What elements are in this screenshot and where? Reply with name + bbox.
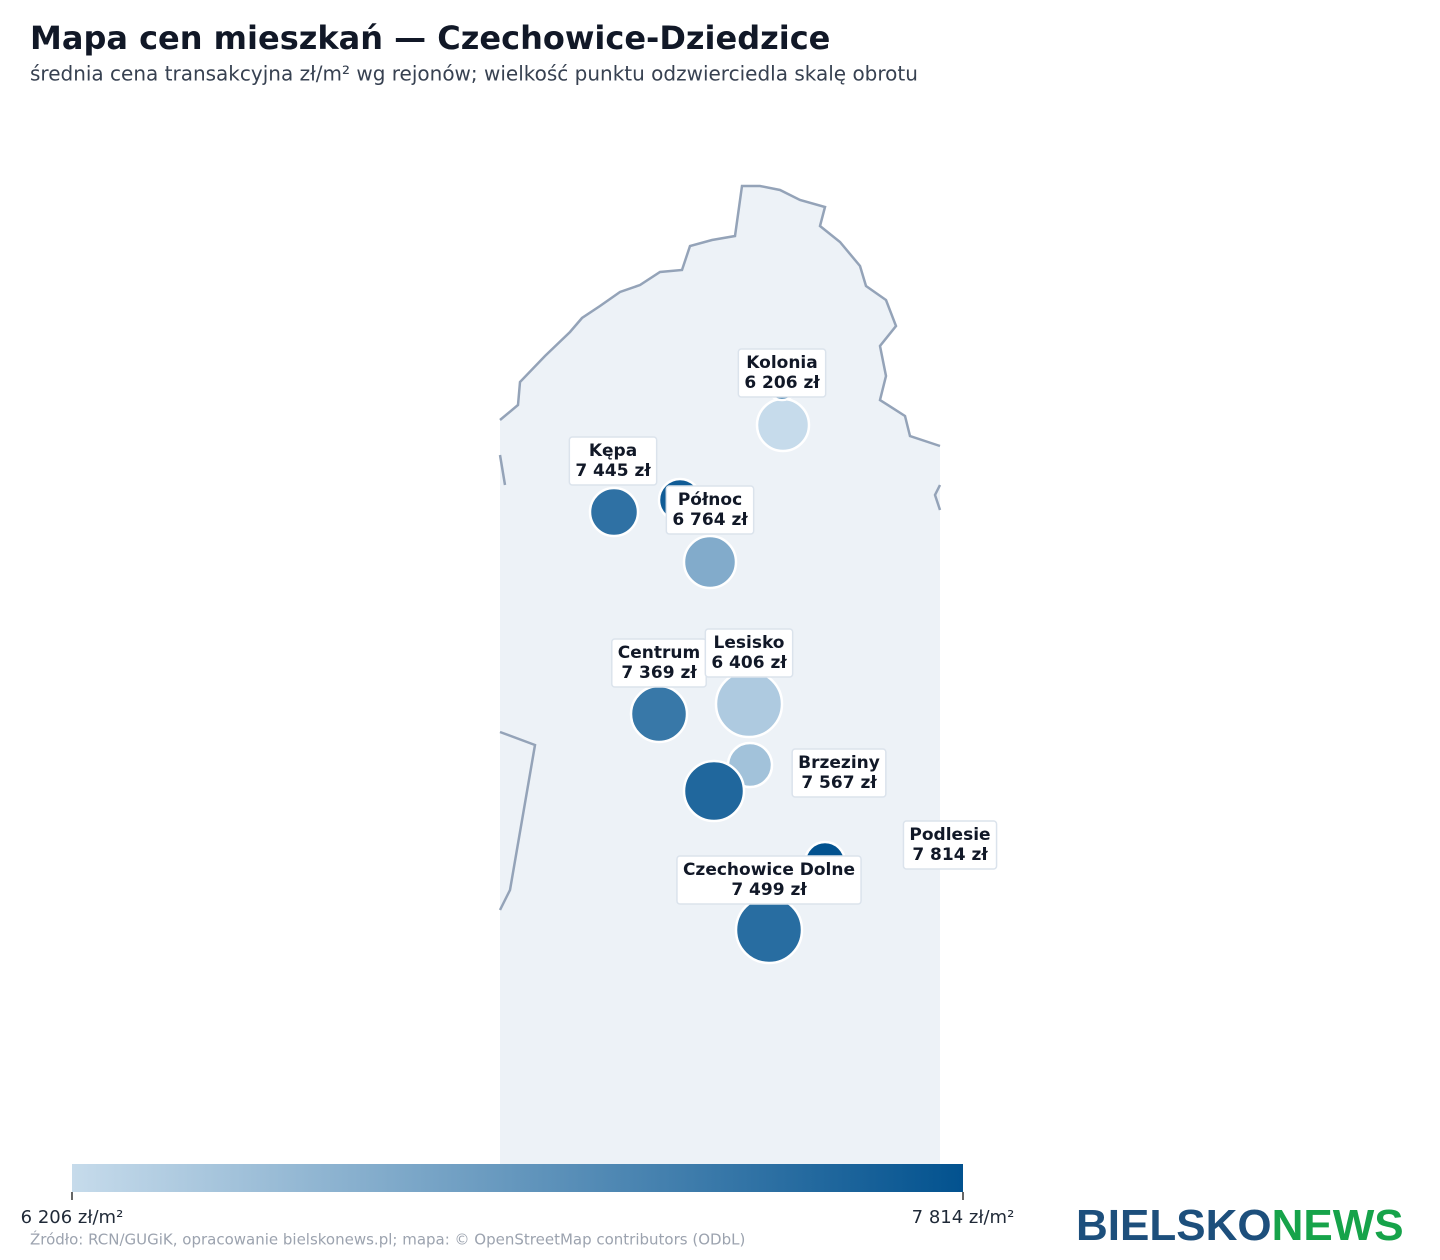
district-name: Czechowice Dolne [683, 860, 855, 880]
district-name: Centrum [618, 643, 700, 663]
label-box [791, 748, 887, 798]
logo-part: BIELSKO [1076, 1201, 1272, 1250]
price-bubble [682, 534, 738, 590]
chart-title: Mapa cen mieszkań — Czechowice-Dziedzice [30, 19, 830, 57]
district-name: Kolonia [746, 353, 817, 373]
price-bubble [588, 486, 640, 538]
colorbar-tick-label: 7 814 zł/m² [912, 1207, 1015, 1228]
price-bubble [629, 684, 689, 744]
price-label: 7 369 zł [621, 663, 697, 683]
district-name: Lesisko [714, 633, 785, 653]
district-name: Kępa [589, 441, 637, 461]
district-name: Brzeziny [798, 753, 880, 773]
boundary [499, 184, 941, 448]
price-bubble [682, 759, 746, 823]
price-label: 7 814 zł [912, 845, 988, 865]
label-box [665, 485, 755, 535]
price-label: 7 445 zł [575, 461, 651, 481]
label-box [568, 436, 658, 486]
label-box [737, 348, 827, 398]
price-bubble [734, 895, 804, 965]
label-box [704, 628, 794, 678]
district-name: Podlesie [909, 825, 990, 845]
chart-subtitle: średnia cena transakcyjna zł/m² wg rejon… [30, 62, 918, 86]
price-label: 7 499 zł [731, 880, 807, 900]
label-box [902, 820, 998, 870]
price-label: 6 206 zł [744, 373, 820, 393]
source-note: Źródło: RCN/GUGiK, opracowanie bielskone… [30, 1230, 745, 1249]
price-bubble [714, 669, 784, 739]
label-box [676, 855, 862, 905]
price-label: 7 567 zł [801, 773, 877, 793]
price-label: 6 764 zł [672, 510, 748, 530]
colorbar-tick-label: 6 206 zł/m² [21, 1207, 124, 1228]
logo: BIELSKONEWS [1076, 1201, 1404, 1250]
boundary [498, 454, 942, 911]
colorbar [72, 1164, 963, 1192]
price-bubble [755, 397, 811, 453]
district-name: Północ [678, 490, 742, 510]
logo-part: NEWS [1272, 1201, 1404, 1250]
price-label: 6 406 zł [711, 653, 787, 673]
